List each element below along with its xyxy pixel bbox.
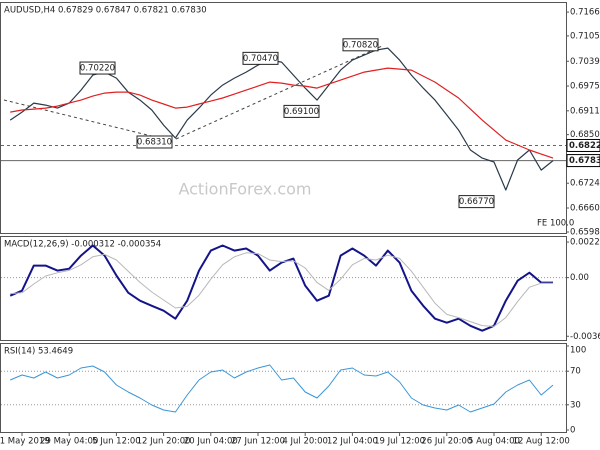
y-tick-label: 0.70395 [570,57,600,67]
y-tick-label: 0.71665 [570,8,600,18]
y-tick-label: 0.69755 [570,82,600,92]
x-tick-label: 19 Jul 12:00 [374,437,425,447]
x-tick-label: 12 Aug 12:00 [513,437,570,447]
price-box [566,154,600,168]
level-label: 0.70220 [80,64,115,74]
y-tick-label: 0.66605 [570,203,600,213]
x-tick-label: 5 Aug 04:00 [468,437,520,447]
trend-line [3,99,173,142]
watermark: ActionForex.com [178,180,311,199]
rsi-title: RSI(14) 53.4649 [4,347,73,357]
y-tick-label: 0.65985 [570,228,600,238]
y-tick-label: 0.69115 [570,106,600,116]
series-line [10,364,554,413]
price-box [566,138,600,152]
macd-title: MACD(12,26,9) -0.000312 -0.000354 [4,240,161,250]
level-label: 0.69100 [284,107,319,117]
level-label: 0.68310 [137,137,172,147]
macd-panel [0,236,567,341]
fe-note: FE 100.0 [537,219,574,229]
level-label: 0.70820 [343,40,378,50]
x-tick-label: 27 Jun 12:00 [231,437,285,447]
x-tick-label: 5 Jun 12:00 [92,437,141,447]
y-tick-label: 0.67245 [570,179,600,189]
level-label: 0.66770 [459,197,494,207]
x-tick-label: 20 Jun 04:00 [184,437,238,447]
y-tick-label: -0.003667 [570,332,600,342]
level-box [283,104,320,118]
trend-line [175,45,383,140]
y-tick-label: 100 [570,346,586,356]
level-box [342,38,379,52]
level-label: 0.70470 [243,54,278,64]
y-tick-label: 0 [570,426,575,436]
x-tick-label: 4 Jul 20:00 [282,437,328,447]
y-tick-label: 0.002224 [570,238,600,248]
level-box [458,195,495,209]
x-tick-label: 12 Jul 04:00 [327,437,378,447]
chart-title: AUDUSD,H4 0.67829 0.67847 0.67821 0.6783… [4,6,207,16]
y-tick-label: 0.00 [570,273,589,283]
x-tick-label: 12 Jun 20:00 [137,437,191,447]
x-tick-label: 29 May 04:00 [40,437,98,447]
x-tick-label: 21 May 2019 [0,437,50,447]
series-line [10,252,554,327]
y-tick-label: 70 [570,367,581,377]
main-panel [0,2,567,234]
series-line [9,244,553,332]
level-box [242,51,279,65]
rsi-panel [0,343,567,433]
level-box [79,61,116,75]
x-tick-label: 26 Jul 20:00 [421,437,472,447]
level-box [136,135,173,149]
price-label: 0.67830 [569,156,600,166]
series-line [10,67,554,159]
y-tick-label: 30 [570,400,581,410]
